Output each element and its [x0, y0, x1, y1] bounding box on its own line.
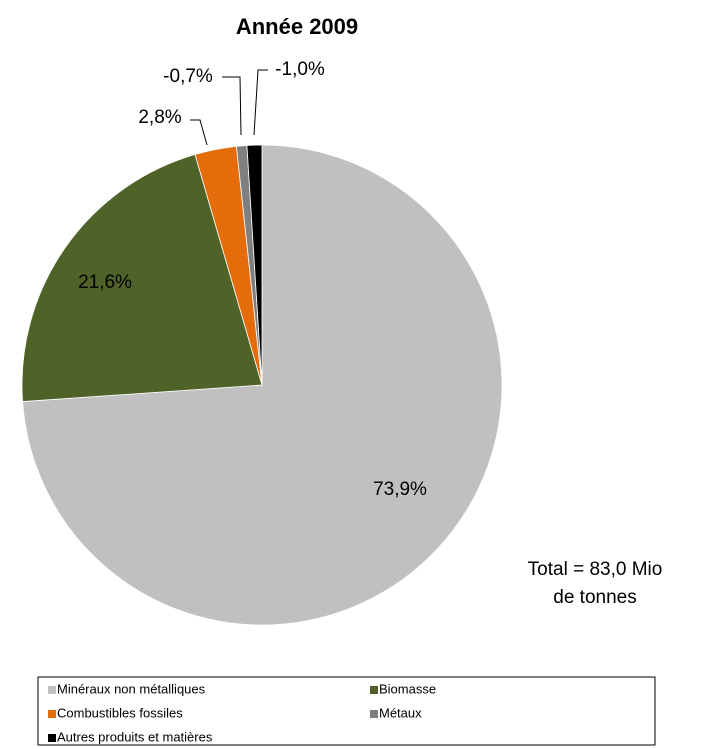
legend-swatch [370, 686, 378, 694]
data-label: 73,9% [373, 479, 427, 500]
pie-slice [21, 154, 263, 403]
annotation: Total = 83,0 Mio [528, 559, 663, 580]
leader-line [222, 76, 242, 136]
data-label: -1,0% [275, 59, 325, 80]
legend-swatch [48, 734, 56, 742]
legend-swatch [48, 686, 56, 694]
legend-box [37, 676, 656, 746]
legend-label: Minéraux non métalliques [57, 681, 206, 696]
annotation: de tonnes [553, 587, 636, 608]
legend-label: Métaux [379, 705, 422, 720]
legend-label: Autres produits et matières [57, 729, 213, 744]
data-label: -0,7% [163, 66, 213, 87]
data-label: 2,8% [138, 107, 181, 128]
pie-slice [246, 144, 263, 386]
data-label: 21,6% [78, 272, 132, 293]
legend-label: Combustibles fossiles [57, 705, 183, 720]
leader-line [253, 69, 268, 136]
legend-label: Biomasse [379, 681, 436, 696]
chart-title: Année 2009 [236, 14, 358, 39]
legend-swatch [370, 710, 378, 718]
leader-line [190, 119, 208, 146]
legend: Minéraux non métalliques Biomasse Combusti… [48, 681, 436, 744]
legend-swatch [48, 710, 56, 718]
